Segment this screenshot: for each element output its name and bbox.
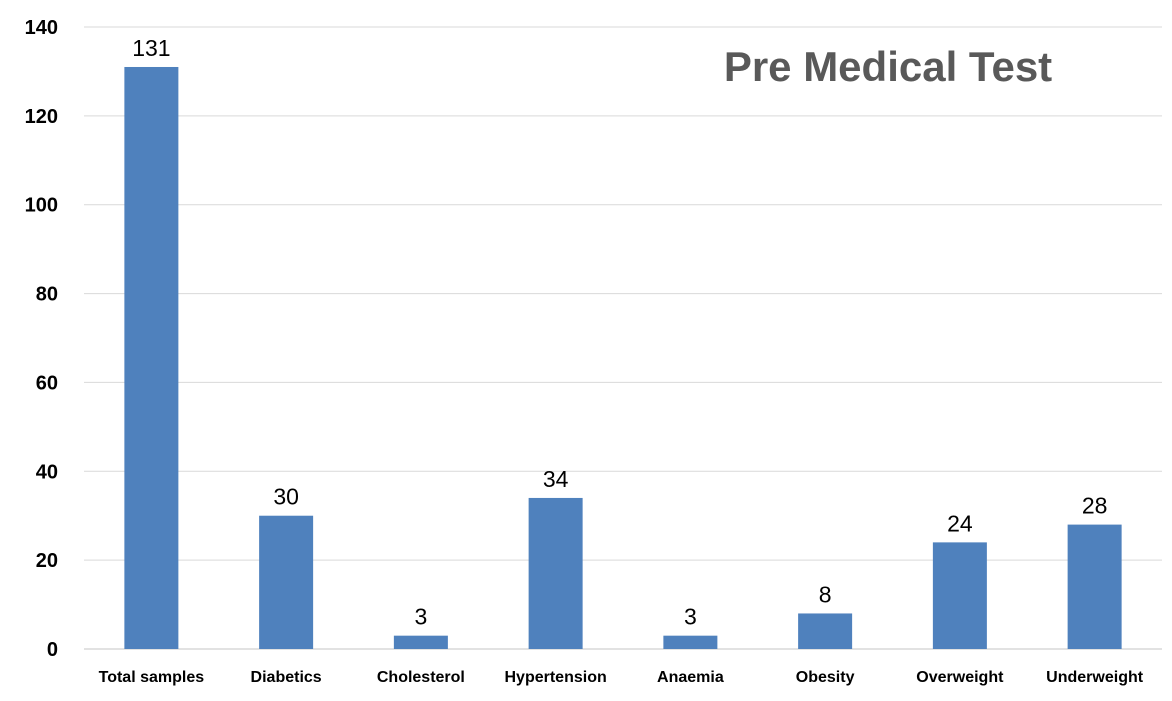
data-label: 3 <box>684 604 697 630</box>
bar <box>124 66 179 649</box>
x-tick-label: Overweight <box>916 669 1004 686</box>
x-tick-label: Obesity <box>796 669 855 686</box>
y-tick-label: 40 <box>36 461 58 483</box>
bar <box>663 635 718 649</box>
y-tick-label: 20 <box>36 550 58 572</box>
y-tick-label: 140 <box>25 17 58 39</box>
bar <box>528 497 583 649</box>
x-tick-label: Anaemia <box>657 669 724 686</box>
data-label: 131 <box>132 35 170 61</box>
x-axis-ticks: Total samples Diabetics Cholesterol Hyperte… <box>99 669 1144 686</box>
y-axis-ticks: 0 20 40 60 80 100 120 140 <box>25 17 58 661</box>
y-tick-label: 80 <box>36 284 58 306</box>
gridlines <box>84 26 1162 650</box>
bar <box>932 542 987 649</box>
data-label: 8 <box>819 581 832 607</box>
y-tick-label: 100 <box>25 195 58 217</box>
data-label: 30 <box>273 484 299 510</box>
data-labels: 131 30 3 34 3 8 24 28 <box>132 35 1107 630</box>
x-tick-label: Hypertension <box>505 669 607 686</box>
x-tick-label: Underweight <box>1046 669 1144 686</box>
data-label: 34 <box>543 466 569 492</box>
y-tick-label: 0 <box>47 639 58 661</box>
x-tick-label: Total samples <box>99 669 205 686</box>
bars <box>124 66 1122 649</box>
bar <box>259 515 314 649</box>
y-tick-label: 60 <box>36 372 58 394</box>
data-label: 24 <box>947 510 973 536</box>
bar <box>1067 524 1122 649</box>
bar <box>393 635 448 649</box>
data-label: 28 <box>1082 493 1108 519</box>
x-tick-label: Cholesterol <box>377 669 465 686</box>
chart-title: Pre Medical Test <box>724 43 1052 90</box>
bar <box>798 613 853 649</box>
x-tick-label: Diabetics <box>251 669 322 686</box>
y-tick-label: 120 <box>25 106 58 128</box>
data-label: 3 <box>414 604 427 630</box>
